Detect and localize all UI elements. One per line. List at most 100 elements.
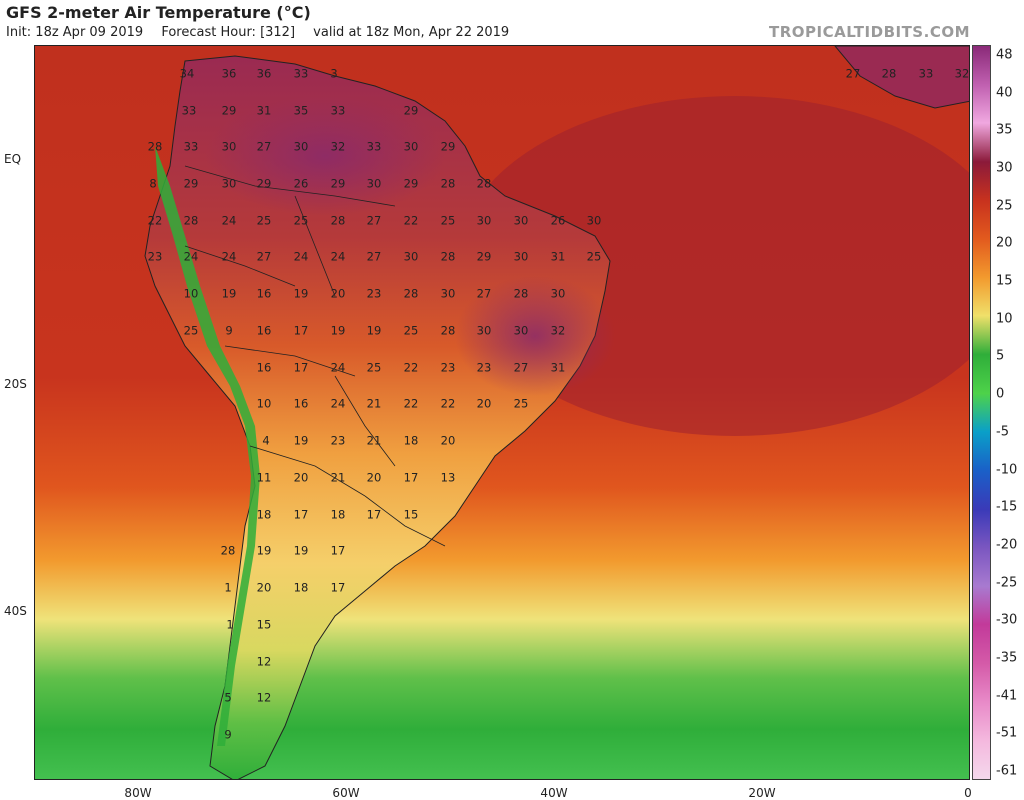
temperature-value: 17 <box>367 508 382 522</box>
temperature-value: 21 <box>367 397 382 411</box>
lon-label-60w: 60W <box>332 786 360 800</box>
map-subtitle: Init: 18z Apr 09 2019 Forecast Hour: [31… <box>6 25 523 40</box>
temperature-value: 15 <box>257 618 272 632</box>
temperature-value: 31 <box>257 104 272 118</box>
temperature-value: 17 <box>331 544 346 558</box>
temperature-value: 36 <box>257 67 272 81</box>
temperature-value: 22 <box>148 214 163 228</box>
colorbar-label: 0 <box>996 386 1005 402</box>
temperature-value: 30 <box>404 140 419 154</box>
temperature-value: 27 <box>257 140 272 154</box>
temperature-value: 31 <box>551 250 566 264</box>
temperature-value: 24 <box>184 250 199 264</box>
temperature-value: 19 <box>257 544 272 558</box>
colorbar-label: -35 <box>996 650 1018 666</box>
colorbar-label: 35 <box>996 122 1013 138</box>
temperature-value: 28 <box>221 544 236 558</box>
temperature-value: 33 <box>331 104 346 118</box>
andes-cold-band <box>155 146 260 746</box>
temperature-value: 20 <box>331 287 346 301</box>
temperature-value: 17 <box>294 324 309 338</box>
temperature-value: 32 <box>955 67 970 81</box>
temperature-value: 18 <box>257 508 272 522</box>
temperature-value: 10 <box>184 287 199 301</box>
colorbar-label: -15 <box>996 499 1018 515</box>
temperature-value: 22 <box>441 397 456 411</box>
temperature-value: 26 <box>551 214 566 228</box>
colorbar-label: 30 <box>996 160 1013 176</box>
temperature-value: 29 <box>222 104 237 118</box>
temperature-value: 30 <box>367 177 382 191</box>
temperature-value: 13 <box>441 471 456 485</box>
colorbar-label: -5 <box>996 424 1009 440</box>
temperature-value: 28 <box>882 67 897 81</box>
temperature-value: 27 <box>367 250 382 264</box>
temperature-value: 1 <box>224 581 231 595</box>
temperature-value: 29 <box>331 177 346 191</box>
site-brand: TROPICALTIDBITS.COM <box>769 23 970 41</box>
temperature-value: 31 <box>551 361 566 375</box>
temperature-value: 23 <box>477 361 492 375</box>
temperature-value: 9 <box>224 728 231 742</box>
temperature-value: 17 <box>294 361 309 375</box>
temperature-value: 36 <box>222 67 237 81</box>
lon-label-80w: 80W <box>124 786 152 800</box>
lon-label-0: 0 <box>964 786 972 800</box>
temperature-value: 30 <box>222 140 237 154</box>
temperature-value: 35 <box>294 104 309 118</box>
colorbar-label: -30 <box>996 612 1018 628</box>
temperature-value: 27 <box>257 250 272 264</box>
temperature-value: 33 <box>294 67 309 81</box>
temperature-value: 32 <box>551 324 566 338</box>
temperature-value: 15 <box>404 508 419 522</box>
temperature-value: 24 <box>331 250 346 264</box>
colorbar-label: -20 <box>996 537 1018 553</box>
temperature-value: 29 <box>404 104 419 118</box>
temperature-value: 12 <box>257 691 272 705</box>
temperature-value: 25 <box>404 324 419 338</box>
temperature-value: 21 <box>367 434 382 448</box>
temperature-value: 17 <box>294 508 309 522</box>
temperature-value: 11 <box>257 471 272 485</box>
temperature-value: 29 <box>477 250 492 264</box>
valid-time: valid at 18z Mon, Apr 22 2019 <box>313 25 510 40</box>
temperature-value: 22 <box>404 214 419 228</box>
temperature-value: 10 <box>257 397 272 411</box>
temperature-value: 16 <box>257 361 272 375</box>
temperature-value: 29 <box>184 177 199 191</box>
temperature-value: 17 <box>331 581 346 595</box>
temperature-value: 32 <box>331 140 346 154</box>
temperature-value: 16 <box>257 324 272 338</box>
temperature-value: 28 <box>404 287 419 301</box>
temperature-value: 1 <box>226 618 233 632</box>
temperature-value: 17 <box>404 471 419 485</box>
country-borders <box>184 165 446 547</box>
temperature-value: 28 <box>331 214 346 228</box>
temperature-value: 22 <box>404 397 419 411</box>
temperature-value: 25 <box>257 214 272 228</box>
temperature-value: 30 <box>222 177 237 191</box>
init-time: Init: 18z Apr 09 2019 <box>6 25 144 40</box>
temperature-value: 16 <box>257 287 272 301</box>
temperature-value: 5 <box>224 691 231 705</box>
temperature-value: 19 <box>294 544 309 558</box>
map-title: GFS 2-meter Air Temperature (°C) <box>6 3 311 22</box>
temperature-value: 28 <box>184 214 199 228</box>
temperature-value: 30 <box>441 287 456 301</box>
colorbar-label: -10 <box>996 462 1018 478</box>
temperature-value: 33 <box>182 104 197 118</box>
temperature-value: 27 <box>846 67 861 81</box>
lat-label-40s: 40S <box>4 604 27 618</box>
temperature-value: 23 <box>331 434 346 448</box>
temperature-value: 24 <box>222 250 237 264</box>
temperature-value: 21 <box>331 471 346 485</box>
forecast-hour: Forecast Hour: [312] <box>161 25 296 40</box>
temperature-value: 27 <box>477 287 492 301</box>
temperature-value: 25 <box>441 214 456 228</box>
temperature-value: 18 <box>294 581 309 595</box>
amazon-hot-region <box>205 96 445 216</box>
temperature-value: 18 <box>331 508 346 522</box>
south-america-landmass <box>144 55 611 779</box>
